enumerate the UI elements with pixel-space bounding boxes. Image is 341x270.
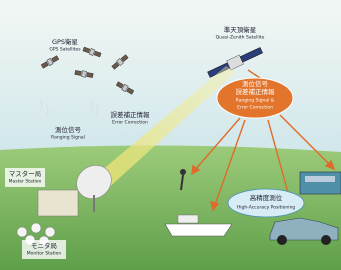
ranging-label-ja: 測位信号 [55, 125, 82, 134]
positioning-label-en: High-Accuracy Positioning [237, 205, 295, 211]
broadcast-en-2: Error Correction [237, 105, 273, 111]
train [300, 172, 341, 194]
error-label-ja: 誤差補正情報 [111, 110, 151, 119]
ranging-label-en: Ranging Signal [51, 135, 85, 141]
page: GPS衛星 GPS Satellites 準天頂衛星 Quasi-Zenith … [0, 0, 341, 270]
diagram: GPS衛星 GPS Satellites 準天頂衛星 Quasi-Zenith … [0, 0, 341, 270]
monitor-label-en: Monitor Station [27, 251, 62, 257]
broadcast-en-1: Ranging Signal & [236, 98, 275, 104]
qzs-label-ja: 準天頂衛星 [224, 25, 257, 34]
gps-label-en: GPS Satellites [49, 47, 81, 53]
broadcast-ja-2: 誤差補正情報 [236, 87, 276, 96]
qzs-label-en: Quasi-Zenith Satellite [216, 35, 265, 41]
monitor-label-ja: モニタ局 [31, 241, 57, 250]
gps-label-ja: GPS衛星 [52, 37, 79, 46]
master-label-ja: マスター局 [9, 169, 42, 178]
positioning-label-ja: 高精度測位 [250, 193, 283, 202]
error-label-en: Error Correction [112, 120, 148, 126]
master-building [38, 190, 78, 216]
broadcast-ja-1: 測位信号 [242, 79, 269, 88]
master-label-en: Master Station [9, 179, 42, 185]
